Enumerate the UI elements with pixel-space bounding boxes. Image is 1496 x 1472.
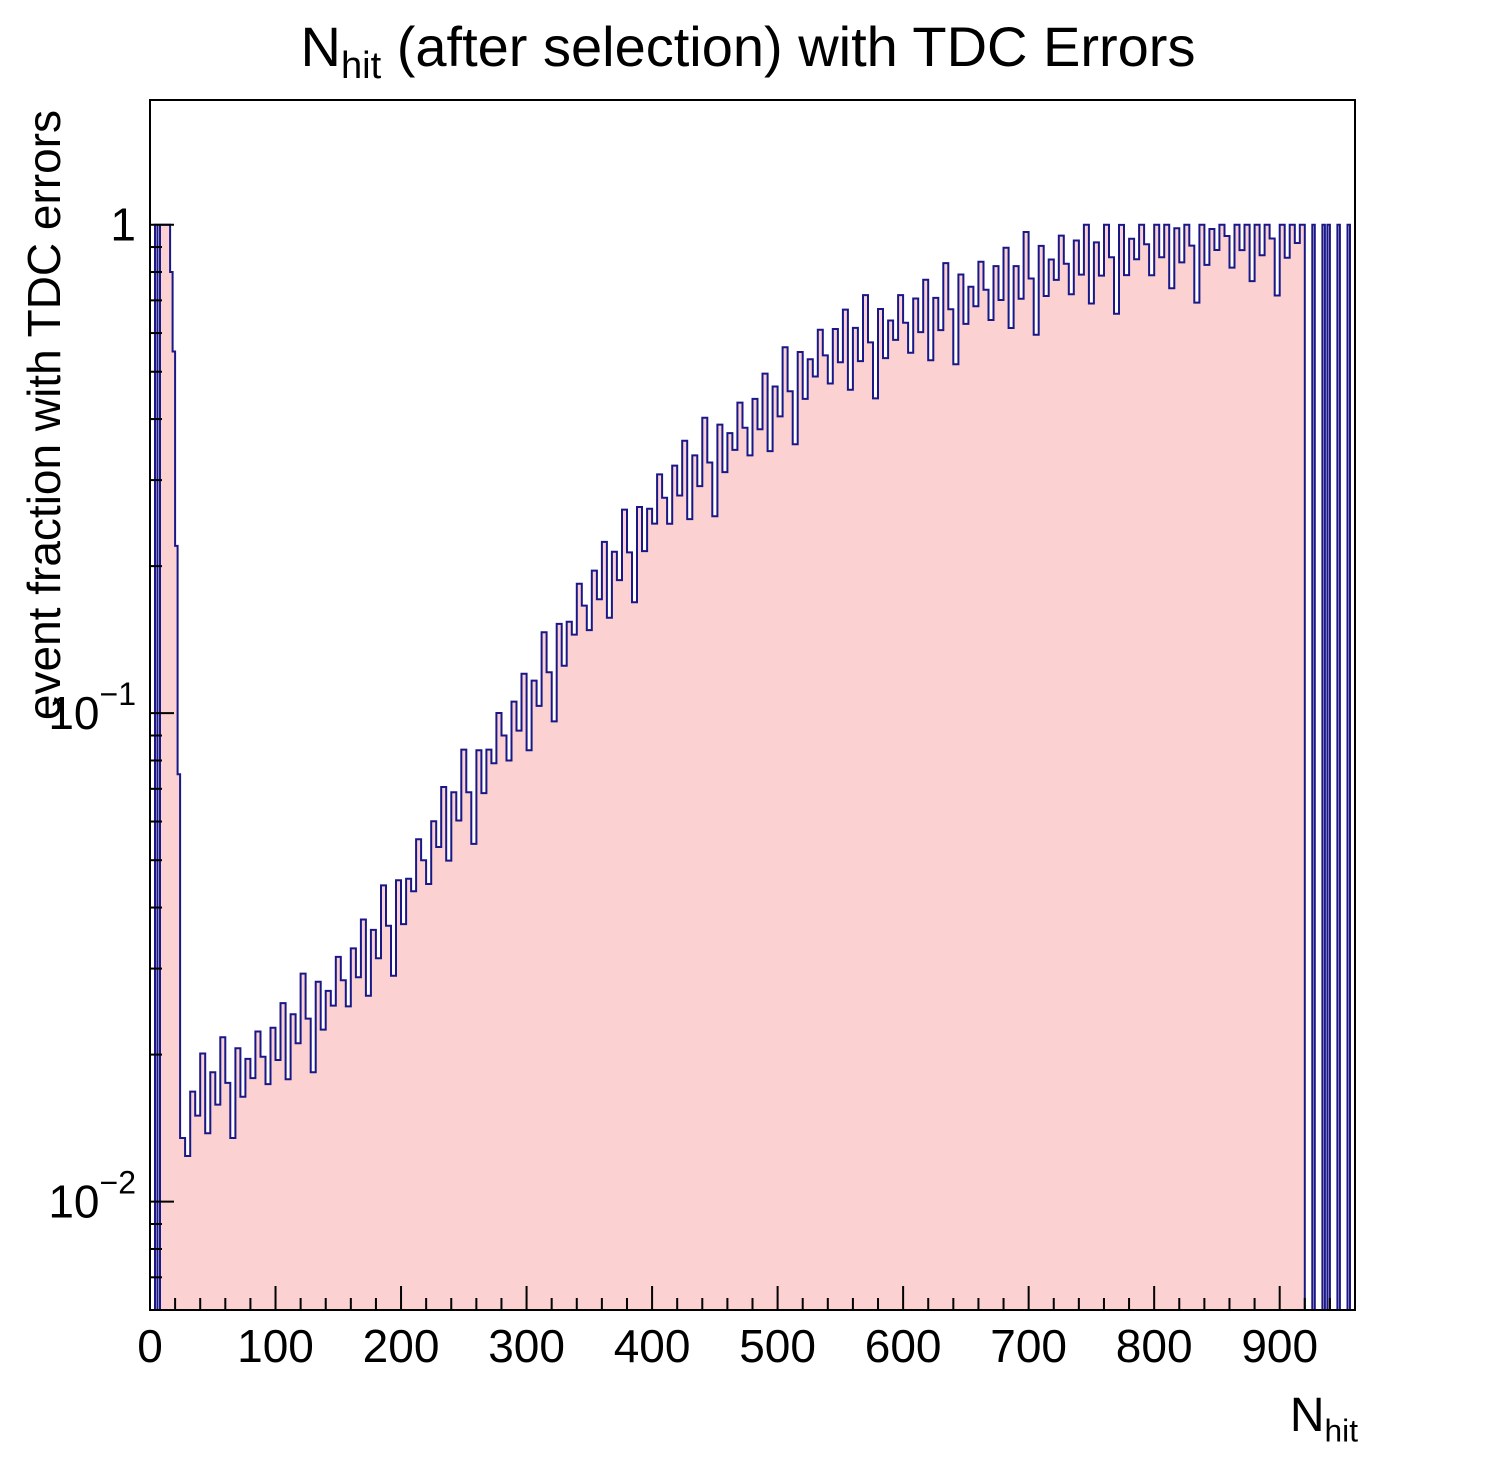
x-tick-label: 200	[363, 1320, 440, 1372]
x-tick-label: 0	[137, 1320, 163, 1372]
x-tick-label: 500	[739, 1320, 816, 1372]
chart-title-subscript: hit	[340, 45, 382, 88]
x-tick-label: 800	[1116, 1320, 1193, 1372]
x-axis-title-main: N	[1289, 1389, 1325, 1442]
y-tick-label: 10−1	[48, 676, 136, 739]
chart-title-main: N	[300, 15, 341, 78]
x-tick-label: 400	[614, 1320, 691, 1372]
x-tick-label: 300	[488, 1320, 565, 1372]
x-tick-label: 700	[990, 1320, 1067, 1372]
chart-title-rest: (after selection) with TDC Errors	[381, 15, 1196, 78]
y-tick-label: 10−2	[48, 1165, 136, 1228]
y-axis-title: event fraction with TDC errors	[18, 109, 70, 721]
x-tick-label: 100	[237, 1320, 314, 1372]
x-tick-label: 600	[865, 1320, 942, 1372]
x-axis-title: Nhit	[1290, 1388, 1358, 1450]
chart-title: Nhit (after selection) with TDC Errors	[0, 14, 1496, 88]
x-axis-title-subscript: hit	[1324, 1412, 1358, 1449]
histogram-area	[150, 223, 1355, 1311]
x-tick-label: 900	[1241, 1320, 1318, 1372]
y-tick-label: 1	[110, 199, 136, 251]
